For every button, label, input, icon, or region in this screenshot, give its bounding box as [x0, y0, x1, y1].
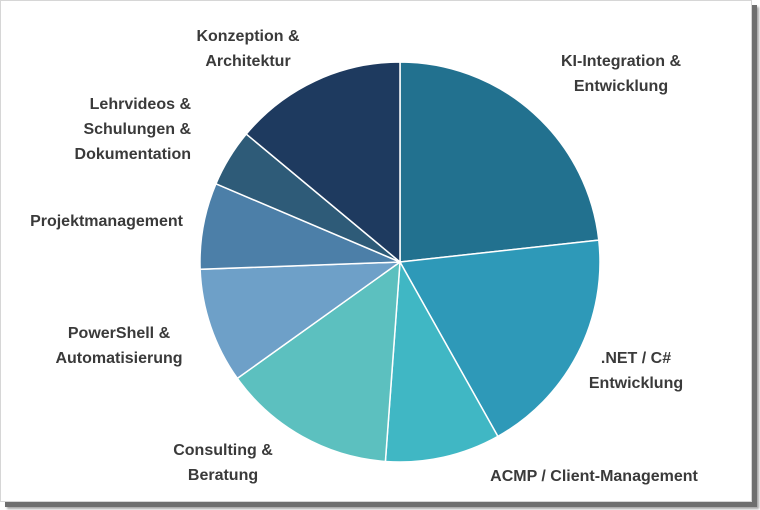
slice-label-line: .NET / C# — [600, 350, 672, 367]
pie-slice — [245, 61, 401, 264]
pie-slices — [199, 61, 601, 463]
slice-label-line: Projektmanagement — [30, 213, 183, 230]
slice-label: Consulting & Beratung — [173, 438, 273, 488]
slice-label-line: Konzeption & — [196, 28, 300, 45]
slice-label-line: Entwicklung — [588, 375, 684, 392]
slice-label: Lehrvideos & Schulungen & Dokumentation — [75, 92, 191, 167]
slice-label-line: Automatisierung — [55, 350, 183, 367]
slice-label: .NET / C# Entwicklung — [589, 346, 683, 396]
slice-label-line: KI-Integration & — [561, 53, 681, 70]
slice-label: Projektmanagement — [30, 209, 183, 234]
slice-label: Konzeption & Architektur — [196, 24, 299, 74]
pie-slice — [398, 239, 601, 438]
slice-label-line: PowerShell & — [67, 325, 171, 342]
chart-card: KI-Integration & Entwicklung .NET / C# Entw… — [0, 0, 752, 502]
slice-label: ACMP / Client-Management — [490, 464, 698, 489]
slice-label-line: Consulting & — [173, 442, 273, 459]
pie-chart — [199, 61, 601, 463]
slice-label-line: ACMP / Client-Management — [490, 468, 698, 485]
slice-label-line: Entwicklung — [573, 78, 669, 95]
slice-label-line: Architektur — [205, 53, 291, 70]
pie-slice — [384, 259, 499, 463]
slice-label-line: Lehrvideos & — [89, 96, 191, 113]
slice-label-line: Dokumentation — [74, 146, 191, 163]
pie-slice — [236, 260, 401, 463]
slice-label-line: Beratung — [187, 467, 259, 484]
pie-slice — [199, 261, 403, 380]
slice-label: KI-Integration & Entwicklung — [561, 49, 681, 99]
slice-label-line: Schulungen & — [83, 121, 191, 138]
slice-label: PowerShell & Automatisierung — [55, 321, 182, 371]
pie-slice — [399, 61, 600, 263]
